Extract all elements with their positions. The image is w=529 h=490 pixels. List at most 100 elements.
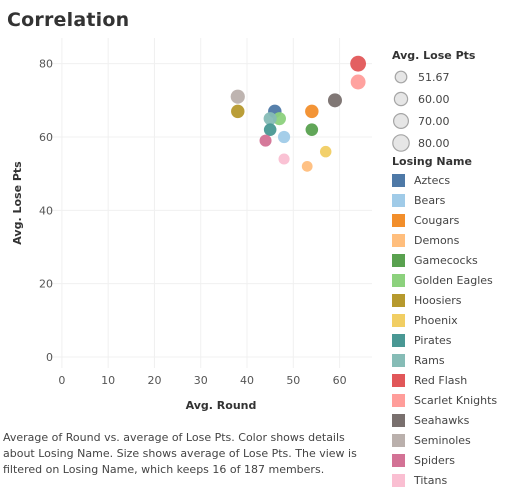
point-gamecocks[interactable] xyxy=(305,123,319,136)
legend-swatch xyxy=(392,234,405,247)
size-legend-circle xyxy=(392,134,410,152)
legend-swatch xyxy=(392,274,405,287)
legend-label: Phoenix xyxy=(414,314,458,327)
color-legend-title: Losing Name xyxy=(392,155,472,168)
legend-label: Aztecs xyxy=(414,174,451,187)
legend-label: Pirates xyxy=(414,334,452,347)
legend-item-seminoles[interactable]: Seminoles xyxy=(392,430,472,450)
legend-swatch xyxy=(392,314,405,327)
point-bears[interactable] xyxy=(277,130,291,144)
size-legend-title: Avg. Lose Pts xyxy=(392,49,476,62)
legend-label: Seahawks xyxy=(414,414,470,427)
y-tick-label: 40 xyxy=(39,204,53,217)
point-demons[interactable] xyxy=(301,160,313,172)
y-tick-label: 60 xyxy=(39,131,53,144)
legend-label: Demons xyxy=(414,234,460,247)
data-points xyxy=(230,55,367,172)
size-legend-circle xyxy=(392,112,410,130)
legend-item-pirates[interactable]: Pirates xyxy=(392,330,472,350)
point-golden-eagles[interactable] xyxy=(272,112,286,126)
y-tick-label: 20 xyxy=(39,278,53,291)
size-legend-item: 51.67 xyxy=(392,67,475,89)
legend-label: Cougars xyxy=(414,214,460,227)
size-legend-marker xyxy=(392,112,410,130)
legend-item-bears[interactable]: Bears xyxy=(392,190,472,210)
size-legend-label: 70.00 xyxy=(418,115,450,128)
point-spiders[interactable] xyxy=(259,134,272,147)
legend-item-spiders[interactable]: Spiders xyxy=(392,450,472,470)
legend-label: Seminoles xyxy=(414,434,471,447)
legend-label: Scarlet Knights xyxy=(414,394,498,407)
legend-swatch xyxy=(392,394,405,407)
size-legend-item: 60.00 xyxy=(392,89,475,111)
legend-swatch xyxy=(392,254,405,267)
legend-swatch xyxy=(392,454,405,467)
legend-item-titans[interactable]: Titans xyxy=(392,470,472,490)
point-titans[interactable] xyxy=(278,153,290,165)
point-rams[interactable] xyxy=(263,112,277,126)
legend-item-gamecocks[interactable]: Gamecocks xyxy=(392,250,478,270)
point-seminoles[interactable] xyxy=(230,89,245,104)
grid-lines xyxy=(48,38,372,368)
chart-title: Correlation xyxy=(7,9,130,31)
legend-swatch xyxy=(392,194,405,207)
point-seahawks[interactable] xyxy=(327,93,342,108)
y-axis-title: Avg. Lose Pts xyxy=(11,161,24,245)
legend-item-aztecs[interactable]: Aztecs xyxy=(392,170,472,190)
y-axis-ticks: 0 20 40 60 80 xyxy=(39,58,53,364)
chart-caption: Average of Round vs. average of Lose Pts… xyxy=(3,431,357,476)
legend-label: Red Flash xyxy=(414,374,468,387)
legend-label: Bears xyxy=(414,194,446,207)
point-scarlet-knights[interactable] xyxy=(350,74,366,90)
x-axis-ticks: 0 10 20 30 40 50 60 xyxy=(58,374,346,387)
legend-swatch xyxy=(392,414,405,427)
legend-swatch xyxy=(392,174,405,187)
size-legend: Avg. Lose Pts 51.67 60.00 70.00 80.00 xyxy=(392,49,475,155)
x-tick-label: 20 xyxy=(147,374,161,387)
size-legend-circle xyxy=(393,91,409,107)
legend-item-seahawks[interactable]: Seahawks xyxy=(392,410,472,430)
size-legend-label: 80.00 xyxy=(418,137,450,150)
legend-item-red-flash[interactable]: Red Flash xyxy=(392,370,472,390)
legend-item-rams[interactable]: Rams xyxy=(392,350,472,370)
color-legend: Losing Name Aztecs Bears Cougars Demons Game… xyxy=(392,155,497,490)
y-tick-label: 80 xyxy=(39,58,53,71)
legend-item-scarlet-knights[interactable]: Scarlet Knights xyxy=(392,390,497,410)
size-legend-label: 51.67 xyxy=(418,71,450,84)
legend-swatch xyxy=(392,294,405,307)
legend-label: Gamecocks xyxy=(414,254,478,267)
x-tick-label: 50 xyxy=(286,374,300,387)
size-legend-marker xyxy=(393,91,409,107)
legend-item-demons[interactable]: Demons xyxy=(392,230,472,250)
legend-item-cougars[interactable]: Cougars xyxy=(392,210,472,230)
legend-label: Titans xyxy=(414,474,448,487)
x-axis-title: Avg. Round xyxy=(186,399,257,412)
x-tick-label: 60 xyxy=(333,374,347,387)
legend-label: Spiders xyxy=(414,454,456,467)
legend-swatch xyxy=(392,374,405,387)
point-pirates[interactable] xyxy=(263,123,277,136)
legend-item-phoenix[interactable]: Phoenix xyxy=(392,310,472,330)
size-legend-label: 60.00 xyxy=(418,93,450,106)
size-legend-item: 70.00 xyxy=(392,111,475,133)
legend-label: Golden Eagles xyxy=(414,274,493,287)
x-tick-label: 40 xyxy=(240,374,254,387)
size-legend-marker xyxy=(392,134,410,152)
legend-swatch xyxy=(392,434,405,447)
x-tick-label: 30 xyxy=(194,374,208,387)
size-legend-item: 80.00 xyxy=(392,133,475,155)
legend-item-hoosiers[interactable]: Hoosiers xyxy=(392,290,472,310)
y-tick-label: 0 xyxy=(46,351,53,364)
legend-item-golden-eagles[interactable]: Golden Eagles xyxy=(392,270,493,290)
legend-swatch xyxy=(392,474,405,487)
point-cougars[interactable] xyxy=(305,104,319,119)
scatter-plot: 0 10 20 30 40 50 60 0 20 40 60 80 Avg. Round Avg. … xyxy=(11,38,372,412)
point-hoosiers[interactable] xyxy=(231,104,245,119)
legend-swatch xyxy=(392,334,405,347)
legend-label: Hoosiers xyxy=(414,294,462,307)
legend-label: Rams xyxy=(414,354,445,367)
x-tick-label: 10 xyxy=(101,374,115,387)
point-phoenix[interactable] xyxy=(319,145,332,158)
x-tick-label: 0 xyxy=(58,374,65,387)
point-red-flash[interactable] xyxy=(350,55,367,72)
